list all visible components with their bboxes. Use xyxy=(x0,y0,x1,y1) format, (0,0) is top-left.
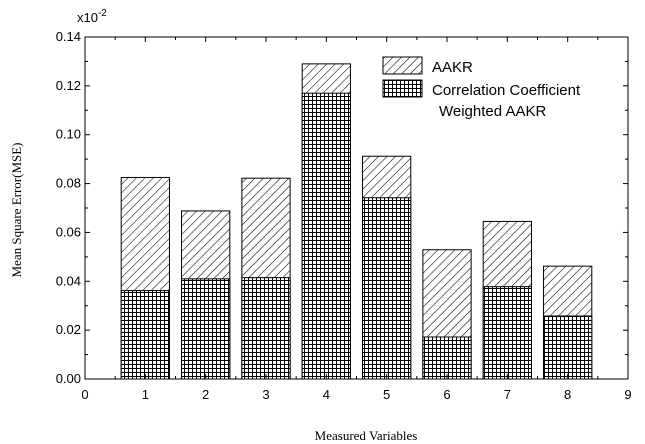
x-tick-label: 2 xyxy=(202,387,209,402)
ccw-aakr-bar-3 xyxy=(241,277,291,380)
axes: 0 1 2 3 4 5 6 7 8 9 0.00 0.02 0.04 0.06 0.08 0.10 0.12 0.… xyxy=(56,29,632,402)
bar-layer xyxy=(120,63,593,380)
legend-swatch-ccw-aakr xyxy=(382,79,423,98)
y-multiplier-label: x10-2 xyxy=(77,8,107,25)
legend-label-ccw-aakr-line1: Correlation Coefficient xyxy=(432,82,581,99)
x-tick-label: 1 xyxy=(142,387,149,402)
x-tick-label: 8 xyxy=(564,387,571,402)
x-tick-label: 3 xyxy=(262,387,269,402)
x-axis-title: Measured Variables xyxy=(315,428,418,443)
ccw-aakr-bar-7 xyxy=(482,286,532,380)
legend-label-ccw-aakr-line2: Weighted AAKR xyxy=(439,103,546,120)
ccw-aakr-bar-1 xyxy=(120,290,170,380)
legend-swatch-aakr xyxy=(382,56,423,75)
x-tick-label: 4 xyxy=(323,387,330,402)
legend-label-aakr: AAKR xyxy=(432,59,473,76)
y-tick-label: 0.06 xyxy=(56,224,81,239)
y-tick-label: 0.08 xyxy=(56,176,81,191)
x-tick-label: 0 xyxy=(81,387,88,402)
ccw-aakr-bar-8 xyxy=(543,315,593,380)
x-tick-label: 6 xyxy=(443,387,450,402)
y-tick-label: 0.12 xyxy=(56,78,81,93)
legend: AAKR Correlation Coefficient Weighted AA… xyxy=(382,56,581,120)
y-axis-title: Mean Square Error(MSE) xyxy=(9,142,24,277)
ccw-aakr-bar-2 xyxy=(181,278,231,380)
y-tick-label: 0.00 xyxy=(56,371,81,386)
x-tick-label: 9 xyxy=(624,387,631,402)
x-tick-label: 5 xyxy=(383,387,390,402)
y-tick-label: 0.14 xyxy=(56,29,81,44)
y-tick-label: 0.02 xyxy=(56,322,81,337)
ccw-aakr-bar-6 xyxy=(422,336,472,380)
y-tick-label: 0.10 xyxy=(56,127,81,142)
x-tick-label: 7 xyxy=(504,387,511,402)
y-tick-label: 0.04 xyxy=(56,273,81,288)
ccw-aakr-bar-5 xyxy=(362,197,412,380)
ccw-aakr-bar-4 xyxy=(301,92,351,380)
